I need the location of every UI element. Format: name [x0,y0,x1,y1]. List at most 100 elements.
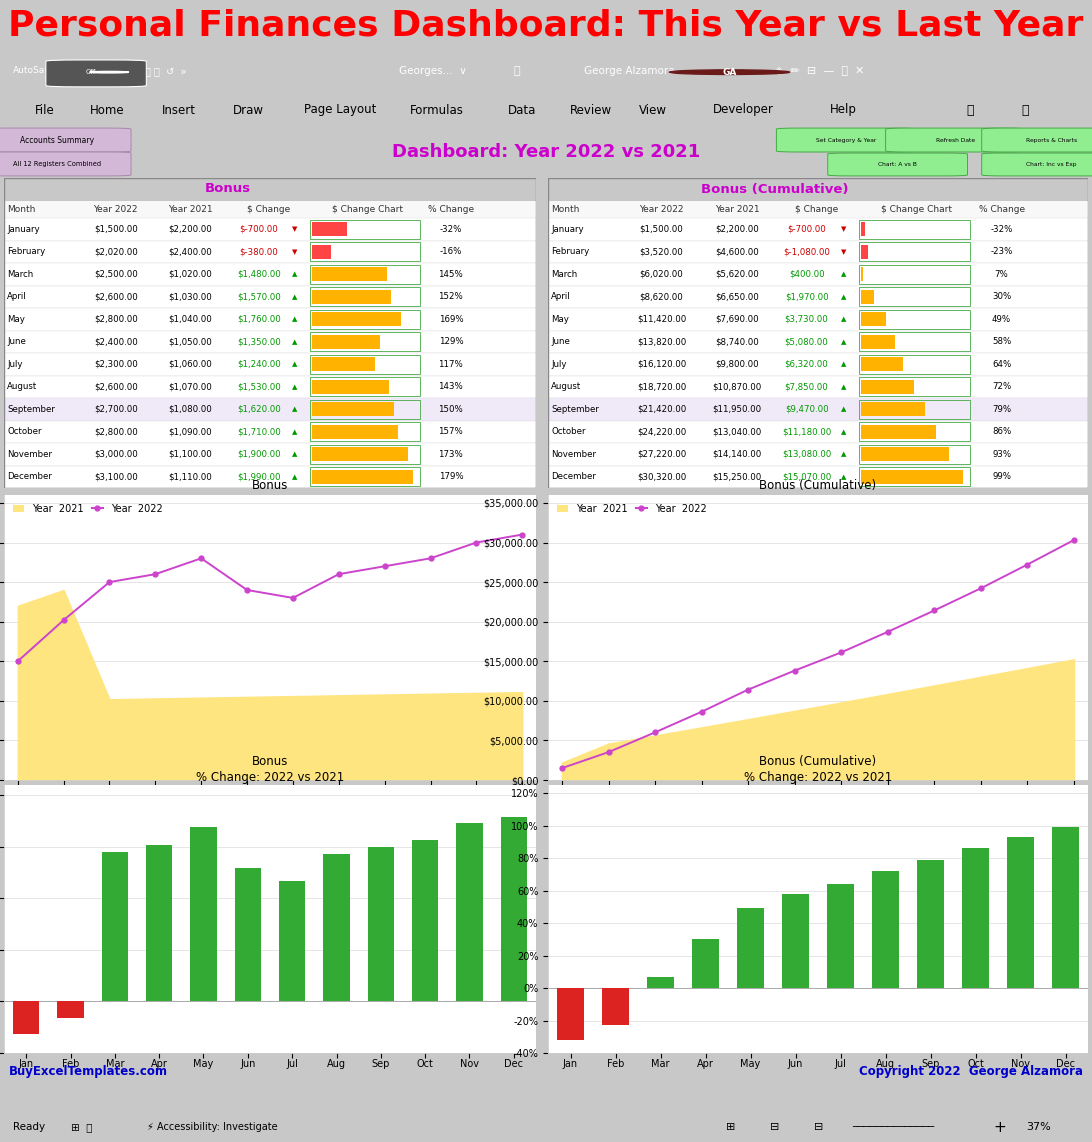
Text: 150%: 150% [439,404,463,413]
Text: Data: Data [508,104,536,116]
Text: 169%: 169% [439,315,463,323]
Text: 157%: 157% [439,427,463,436]
Text: 🔍: 🔍 [513,66,520,75]
Text: February: February [551,248,590,256]
Text: $1,020.00: $1,020.00 [168,270,212,279]
Bar [858,332,970,352]
Bar [368,847,394,1002]
Bar [310,400,419,419]
Text: December: December [551,473,596,481]
Text: $1,030.00: $1,030.00 [168,292,212,301]
Text: 99%: 99% [993,473,1011,481]
Bar [456,823,483,1002]
Text: September: September [551,404,598,413]
Text: $7,850.00: $7,850.00 [785,383,829,392]
Bar [4,353,536,376]
Bar [602,988,629,1026]
Text: ⬛ ⬛ ⬛  ↺  »: ⬛ ⬛ ⬛ ↺ » [136,66,187,75]
FancyBboxPatch shape [828,153,968,176]
Text: 129%: 129% [439,337,463,346]
Bar [860,425,936,439]
Text: February: February [7,248,45,256]
Bar [860,222,865,236]
Bar [873,871,899,988]
Text: 64%: 64% [992,360,1011,369]
Text: Page Layout: Page Layout [304,104,376,116]
Text: ▲: ▲ [293,407,298,412]
Bar [312,425,399,439]
Bar [1052,827,1079,988]
Text: $2,600.00: $2,600.00 [94,292,138,301]
Bar [548,420,1088,443]
Text: $1,080.00: $1,080.00 [168,404,212,413]
Text: $27,220.00: $27,220.00 [637,450,686,459]
Bar [557,988,584,1040]
Text: $11,950.00: $11,950.00 [712,404,761,413]
Text: $1,090.00: $1,090.00 [168,427,212,436]
Bar [310,423,419,441]
Bar [4,218,536,241]
Text: $3,730.00: $3,730.00 [785,315,829,323]
Bar [548,466,1088,488]
Text: Refresh Date: Refresh Date [936,137,975,143]
Text: Bonus: Bonus [204,183,250,195]
Text: -32%: -32% [990,225,1012,234]
Text: $9,470.00: $9,470.00 [785,404,829,413]
Text: $24,220.00: $24,220.00 [637,427,686,436]
Text: % Change: % Change [428,204,474,214]
Bar [4,376,536,399]
Text: $1,570.00: $1,570.00 [237,292,281,301]
Bar [548,353,1088,376]
Text: October: October [7,427,41,436]
Text: Year 2022: Year 2022 [94,204,138,214]
Text: View: View [639,104,667,116]
Text: $ Change: $ Change [247,204,290,214]
Text: $2,600.00: $2,600.00 [94,383,138,392]
Text: $6,020.00: $6,020.00 [640,270,684,279]
Bar [310,444,419,464]
Text: ⊞: ⊞ [726,1121,736,1132]
Text: $14,140.00: $14,140.00 [712,450,761,459]
Text: $11,420.00: $11,420.00 [637,315,686,323]
FancyBboxPatch shape [46,61,146,87]
Text: $1,760.00: $1,760.00 [237,315,281,323]
FancyBboxPatch shape [776,128,916,152]
Text: $3,000.00: $3,000.00 [94,450,138,459]
Text: $-1,080.00: $-1,080.00 [783,248,830,256]
Bar [860,469,963,484]
Text: 117%: 117% [439,360,463,369]
Bar [412,839,439,1002]
Text: March: March [551,270,578,279]
Text: Formulas: Formulas [410,104,463,116]
Text: $4,600.00: $4,600.00 [715,248,759,256]
Bar [858,219,970,239]
Bar [692,940,719,988]
Text: $1,070.00: $1,070.00 [168,383,212,392]
Text: $1,530.00: $1,530.00 [237,383,281,392]
Bar [737,908,764,988]
Text: $2,400.00: $2,400.00 [168,248,212,256]
Text: Copyright 2022  George Alzamora: Copyright 2022 George Alzamora [859,1065,1083,1078]
Text: August: August [551,383,581,392]
Title: Bonus: Bonus [252,480,288,492]
Bar [312,312,401,327]
Text: $18,720.00: $18,720.00 [637,383,686,392]
Text: 7%: 7% [995,270,1009,279]
Text: $13,820.00: $13,820.00 [637,337,686,346]
Bar [312,244,331,259]
Text: 145%: 145% [439,270,463,279]
Bar [827,884,854,988]
Bar [312,222,347,236]
Bar [4,286,536,308]
Text: $1,060.00: $1,060.00 [168,360,212,369]
Bar [548,376,1088,399]
Text: Set Category & Year: Set Category & Year [816,137,877,143]
Text: May: May [551,315,569,323]
Bar [4,399,536,420]
Text: 30%: 30% [992,292,1011,301]
Text: Insert: Insert [162,104,195,116]
Text: ▲: ▲ [841,428,846,435]
Bar [782,894,809,988]
Text: Year 2022: Year 2022 [639,204,684,214]
Bar [4,330,536,353]
